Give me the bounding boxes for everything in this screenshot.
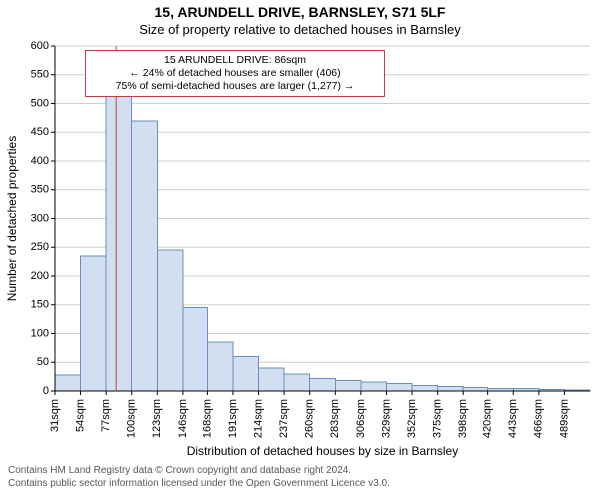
ytick-label: 0 [43,385,49,397]
histogram-bar [207,342,233,391]
ytick-label: 150 [31,299,49,311]
ytick-label: 400 [31,155,49,167]
histogram-bar [233,357,259,392]
xtick-label: 260sqm [304,399,316,438]
footer-attribution: Contains HM Land Registry data © Crown c… [0,461,600,490]
histogram-svg: 0 50 100 150 200 250 300 350 400 450 500 550 600 31sq… [0,41,600,461]
ytick-label: 200 [31,270,49,282]
xtick-label: 146sqm [177,399,189,438]
y-axis-label: Number of detached properties [5,136,19,301]
callout-line-2: ← 24% of detached houses are smaller (40… [92,67,378,80]
histogram-bar [81,256,107,391]
ytick-label: 100 [31,327,49,339]
xtick-label: 352sqm [406,399,418,438]
histogram-bar [284,374,310,391]
xtick-label: 375sqm [432,399,444,438]
xtick-label: 191sqm [227,399,239,438]
callout-box: 15 ARUNDELL DRIVE: 86sqm ← 24% of detach… [85,50,385,97]
xtick-label: 31sqm [49,399,61,432]
ytick-label: 600 [31,41,49,52]
x-axis-label: Distribution of detached houses by size … [187,444,458,458]
xtick-label: 489sqm [558,399,570,438]
chart-area: 0 50 100 150 200 250 300 350 400 450 500 550 600 31sq… [0,41,600,461]
chart-title: 15, ARUNDELL DRIVE, BARNSLEY, S71 5LF [0,4,600,20]
xtick-label: 123sqm [151,399,163,438]
xtick-label: 54sqm [74,399,86,432]
ytick-label: 50 [37,356,49,368]
xtick-label: 77sqm [100,399,112,432]
xtick-label: 329sqm [380,399,392,438]
callout-line-3: 75% of semi-detached houses are larger (… [92,80,378,93]
ytick-label: 250 [31,241,49,253]
footer-line-2: Contains public sector information licen… [8,478,592,491]
ytick-label: 350 [31,184,49,196]
histogram-bar [132,121,158,391]
histogram-bar [335,381,361,391]
histogram-bar [386,384,412,391]
xtick-label: 100sqm [126,399,138,438]
xtick-label: 237sqm [278,399,290,438]
ytick-label: 550 [31,69,49,81]
xtick-label: 466sqm [533,399,545,438]
histogram-bar [438,386,464,391]
histogram-bar [55,375,81,391]
ytick-label: 450 [31,126,49,138]
histogram-bar [412,385,438,391]
histogram-bar [259,368,285,391]
xtick-label: 398sqm [457,399,469,438]
histogram-bar [157,250,183,391]
xtick-label: 214sqm [252,399,264,438]
histogram-bar [183,308,207,391]
chart-subtitle: Size of property relative to detached ho… [0,22,600,37]
footer-line-1: Contains HM Land Registry data © Crown c… [8,465,592,478]
ytick-label: 300 [31,212,49,224]
callout-line-1: 15 ARUNDELL DRIVE: 86sqm [92,54,378,67]
histogram-bar [361,382,387,391]
xtick-label: 443sqm [507,399,519,438]
histogram-bar [310,378,336,391]
ytick-label: 500 [31,97,49,109]
xtick-label: 283sqm [329,399,341,438]
xtick-label: 306sqm [355,399,367,438]
histogram-bar [106,75,132,391]
xtick-label: 168sqm [201,399,213,438]
histogram-bar [463,388,487,391]
xtick-label: 420sqm [482,399,494,438]
